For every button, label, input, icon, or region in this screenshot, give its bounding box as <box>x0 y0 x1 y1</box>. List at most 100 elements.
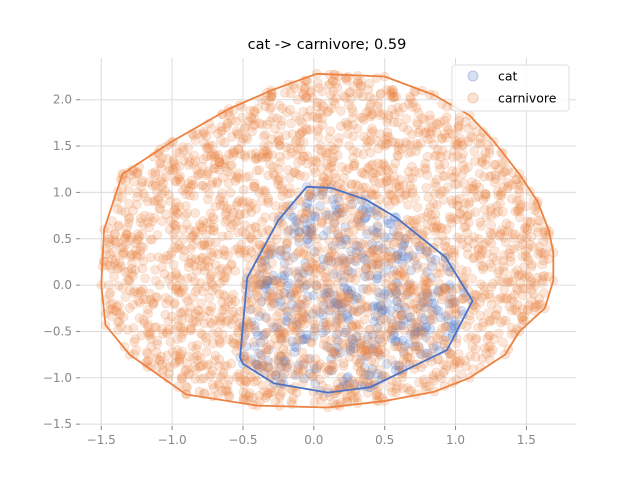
scatter-point <box>195 278 206 288</box>
scatter-point <box>223 296 234 307</box>
scatter-point <box>435 117 445 127</box>
scatter-point <box>359 345 369 355</box>
scatter-point <box>321 210 331 220</box>
scatter-point <box>486 220 497 231</box>
scatter-point <box>194 311 205 322</box>
scatter-point <box>307 309 318 319</box>
scatter-point <box>291 342 302 353</box>
scatter-point <box>494 275 504 286</box>
scatter-point <box>416 327 427 338</box>
scatter-point <box>446 244 456 255</box>
scatter-point <box>205 306 216 317</box>
scatter-point <box>123 218 134 228</box>
scatter-point <box>390 336 401 347</box>
scatter-point <box>388 330 399 341</box>
scatter-point <box>322 367 333 378</box>
scatter-point <box>329 218 339 229</box>
scatter-point <box>477 156 487 167</box>
scatter-point <box>356 186 366 196</box>
scatter-point <box>355 209 366 220</box>
scatter-point <box>168 219 179 230</box>
scatter-point <box>296 227 307 238</box>
scatter-point <box>265 339 276 350</box>
scatter-point <box>498 256 509 266</box>
scatter-point <box>455 112 465 123</box>
scatter-point <box>108 247 119 257</box>
scatter-point <box>399 272 410 283</box>
scatter-point <box>128 323 139 333</box>
scatter-point <box>412 259 422 270</box>
scatter-point <box>151 322 161 332</box>
scatter-point <box>133 295 144 306</box>
scatter-point <box>217 172 228 183</box>
scatter-point <box>207 365 218 376</box>
scatter-point <box>217 329 228 339</box>
scatter-point <box>257 217 267 227</box>
scatter-point <box>445 292 456 302</box>
scatter-point <box>407 318 417 328</box>
scatter-point <box>351 247 362 257</box>
scatter-point <box>125 170 136 180</box>
scatter-point <box>326 224 337 234</box>
scatter-point <box>352 89 363 99</box>
scatter-point <box>367 239 377 249</box>
scatter-point <box>198 180 209 191</box>
scatter-point <box>334 208 345 219</box>
scatter-point <box>525 239 535 250</box>
scatter-point <box>313 123 324 134</box>
scatter-point <box>480 290 491 300</box>
scatter-point <box>233 243 243 254</box>
scatter-point <box>249 323 260 334</box>
scatter-point <box>276 335 287 345</box>
scatter-point <box>385 190 396 200</box>
scatter-point <box>367 343 378 354</box>
scatter-point <box>327 264 338 275</box>
scatter-point <box>197 180 207 191</box>
scatter-point <box>154 203 165 214</box>
scatter-point <box>356 354 367 364</box>
scatter-point <box>212 128 223 139</box>
scatter-point <box>425 253 436 263</box>
scatter-point <box>340 234 350 244</box>
scatter-point <box>528 241 539 252</box>
scatter-point <box>434 287 444 298</box>
scatter-point <box>128 299 138 310</box>
scatter-point <box>335 292 346 303</box>
scatter-point <box>374 258 385 269</box>
scatter-point <box>278 220 288 231</box>
scatter-point <box>365 370 376 380</box>
scatter-point <box>130 238 141 249</box>
scatter-point <box>165 337 176 347</box>
scatter-point <box>218 289 228 300</box>
scatter-point <box>195 221 206 232</box>
scatter-point <box>229 147 240 158</box>
scatter-point <box>218 196 229 207</box>
scatter-point <box>368 245 378 255</box>
scatter-point <box>336 298 346 309</box>
scatter-point <box>406 385 417 396</box>
scatter-point <box>374 349 385 360</box>
scatter-point <box>377 370 387 381</box>
y-tick-label-7: 2.0 <box>53 93 72 107</box>
scatter-point <box>381 359 392 369</box>
scatter-point <box>379 267 389 278</box>
scatter-point <box>249 106 259 116</box>
scatter-point <box>214 354 224 365</box>
scatter-point <box>317 310 328 321</box>
scatter-point <box>491 310 501 321</box>
scatter-point <box>279 270 290 281</box>
scatter-point <box>346 289 357 299</box>
scatter-point <box>220 246 230 256</box>
scatter-point <box>332 342 343 353</box>
scatter-point <box>339 272 350 282</box>
scatter-point <box>275 250 286 260</box>
scatter-point <box>217 125 227 136</box>
scatter-point <box>410 326 421 337</box>
scatter-point <box>204 359 214 370</box>
scatter-point <box>262 362 272 372</box>
scatter-point <box>419 327 429 337</box>
scatter-point <box>342 342 353 353</box>
y-tick-label-4: 0.5 <box>53 232 72 246</box>
scatter-point <box>281 338 291 348</box>
scatter-point <box>291 285 302 295</box>
